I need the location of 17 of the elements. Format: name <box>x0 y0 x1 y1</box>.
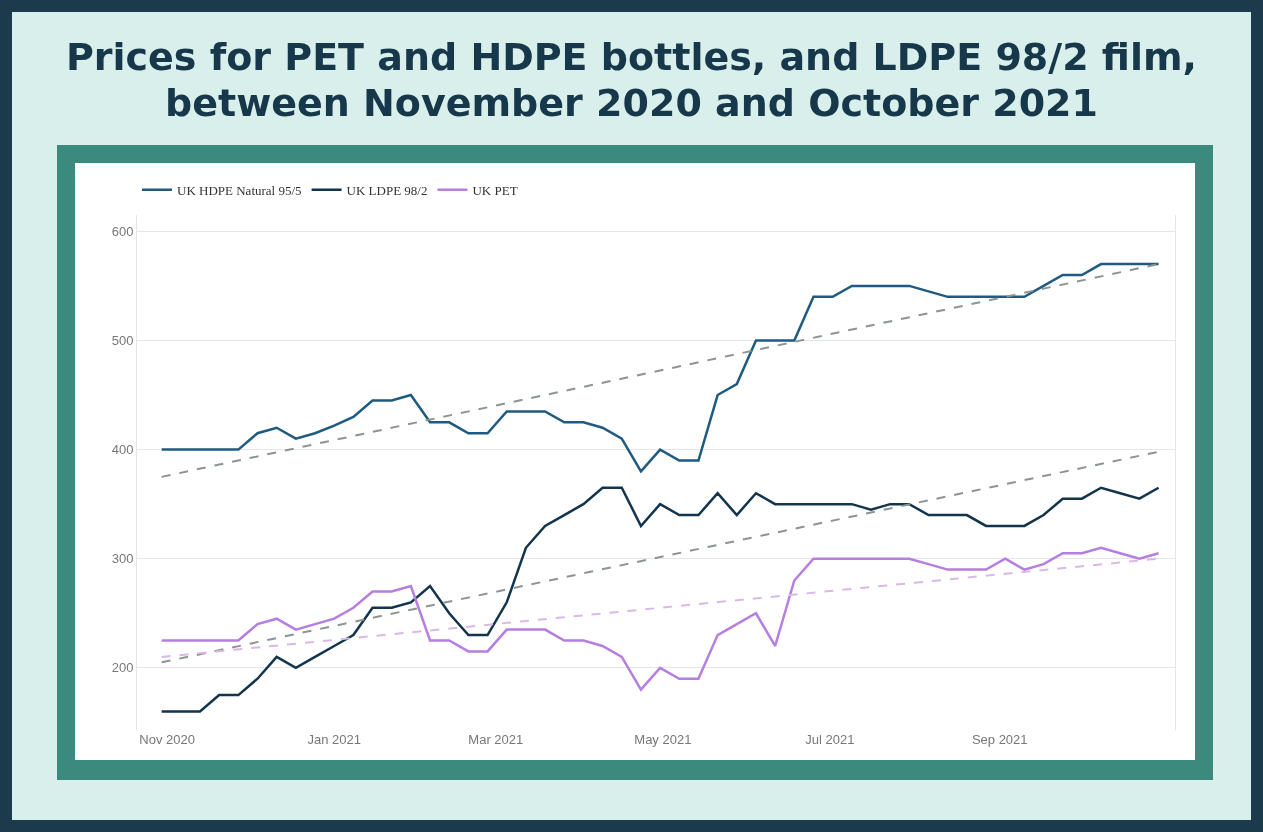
chart-title: Prices for PET and HDPE bottles, and LDPE 98/2 film, between November 2020 and October 2021 <box>64 34 1199 126</box>
legend-label: UK LDPE 98/2 <box>346 182 428 198</box>
legend-label: UK PET <box>472 182 518 198</box>
line-series <box>160 486 1160 713</box>
y-tick-label: 400 <box>111 442 134 458</box>
x-tick-label: Nov 2020 <box>139 732 195 747</box>
x-tick-label: May 2021 <box>634 732 692 747</box>
y-tick-label: 500 <box>111 333 134 349</box>
x-tick-label: Mar 2021 <box>468 732 524 747</box>
y-tick-label: 600 <box>111 223 134 239</box>
x-tick-label: Jul 2021 <box>805 732 855 747</box>
y-tick-label: 300 <box>111 551 134 567</box>
line-series <box>160 546 1160 691</box>
y-tick-label: 200 <box>111 660 134 676</box>
legend-label: UK HDPE Natural 95/5 <box>177 182 302 198</box>
x-tick-label: Jan 2021 <box>307 732 361 747</box>
x-tick-label: Sep 2021 <box>971 732 1028 747</box>
